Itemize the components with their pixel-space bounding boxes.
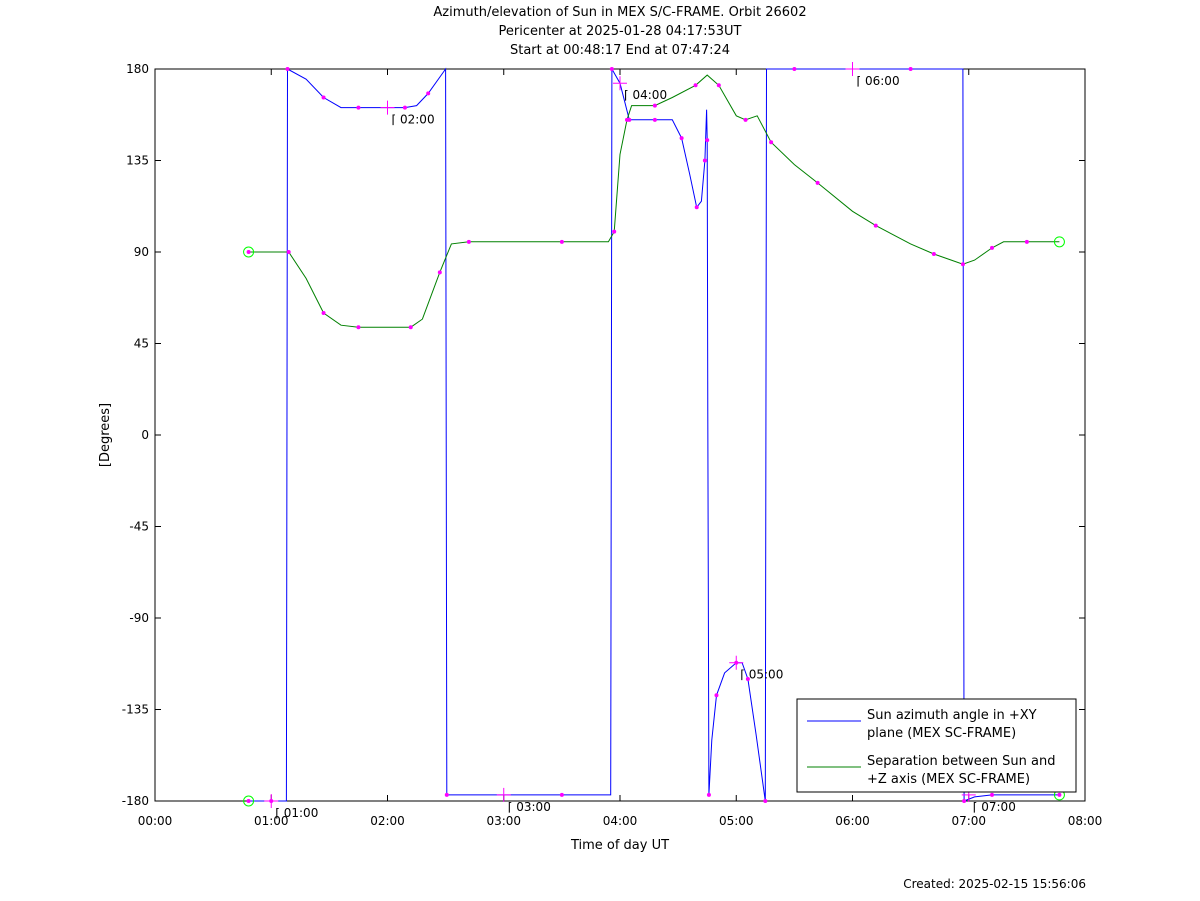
series-marker: [908, 67, 913, 71]
y-axis-label: [Degrees]: [98, 403, 113, 467]
series-marker: [763, 799, 768, 803]
series-marker: [466, 239, 471, 244]
series-marker: [652, 103, 657, 108]
hour-label: ⌈ 05:00: [740, 668, 783, 682]
series-marker: [652, 117, 657, 122]
series-marker: [321, 311, 326, 315]
x-tick-label: 06:00: [835, 814, 870, 828]
series-marker: [706, 792, 711, 797]
series-marker: [356, 105, 361, 110]
series-marker: [612, 229, 617, 234]
series-marker: [408, 325, 413, 330]
y-tick-label: -135: [122, 703, 149, 717]
series-marker: [437, 270, 442, 275]
hour-label: ⌈ 06:00: [857, 74, 900, 88]
series-marker: [559, 239, 564, 244]
hour-label: ⌈ 07:00: [973, 800, 1016, 814]
chart-title-line-1: Azimuth/elevation of Sun in MEX S/C-FRAM…: [433, 5, 807, 20]
azimuth-series-line: [248, 67, 1060, 802]
y-tick-label: 135: [126, 154, 149, 168]
y-tick-label: -90: [129, 611, 149, 625]
hour-label: ⌈ 03:00: [508, 800, 551, 814]
series-marker: [426, 91, 431, 96]
x-tick-label: 08:00: [1068, 814, 1103, 828]
hour-label: ⌈ 01:00: [275, 806, 318, 820]
series-marker: [792, 67, 797, 71]
y-tick-label: -180: [122, 794, 149, 808]
series-marker: [769, 140, 774, 145]
series-marker: [246, 250, 251, 254]
series-marker: [960, 262, 965, 267]
series-marker: [990, 245, 994, 250]
series-marker: [286, 250, 291, 254]
created-timestamp: Created: 2025-02-15 15:56:06: [903, 877, 1086, 891]
series-marker: [931, 252, 936, 257]
legend-entry-line-1: Sun azimuth angle in +XY: [867, 708, 1037, 723]
series-marker: [714, 693, 719, 698]
series-marker: [246, 799, 251, 803]
legend-box: [796, 698, 1077, 793]
y-tick-label: 180: [126, 62, 149, 76]
chart-title-line-2: Pericenter at 2025-01-28 04:17:53UT: [498, 24, 742, 39]
x-axis-label: Time of day UT: [570, 838, 669, 853]
series-marker: [815, 180, 820, 185]
hour-label: ⌈ 02:00: [392, 113, 435, 127]
hour-label: ⌈ 04:00: [624, 88, 667, 102]
chart-title-line-3: Start at 00:48:17 End at 07:47:24: [509, 43, 731, 58]
y-tick-label: -45: [129, 520, 149, 534]
x-tick-label: 04:00: [603, 814, 638, 828]
series-marker: [743, 117, 748, 122]
separation-series-line: [248, 74, 1060, 328]
series-marker: [694, 205, 699, 210]
x-tick-label: 02:00: [370, 814, 405, 828]
x-tick-label: 00:00: [138, 814, 173, 828]
series-marker: [402, 105, 407, 110]
series-marker: [679, 136, 684, 141]
series-marker: [693, 83, 698, 88]
series-marker: [745, 677, 750, 681]
x-tick-label: 01:00: [254, 814, 289, 828]
series-marker: [962, 799, 967, 803]
series-endpoint: [243, 246, 255, 258]
x-tick-label: 07:00: [951, 814, 986, 828]
series-endpoint: [1053, 236, 1065, 248]
series-marker: [609, 67, 614, 71]
series-marker: [321, 95, 326, 100]
series-marker: [624, 117, 629, 122]
series-marker: [1024, 239, 1029, 244]
y-tick-label: 45: [134, 337, 149, 351]
series-marker: [702, 158, 707, 163]
legend-entry-line-1: Separation between Sun and: [867, 754, 1055, 769]
x-tick-label: 05:00: [719, 814, 754, 828]
legend-entry-line-2: +Z axis (MEX SC-FRAME): [867, 772, 1030, 787]
plot-frame: [154, 68, 1086, 802]
legend-entry-line-2: plane (MEX SC-FRAME): [867, 726, 1016, 741]
series-marker: [285, 67, 290, 71]
series-marker: [559, 792, 564, 797]
series-marker: [716, 83, 721, 88]
y-tick-label: 0: [141, 428, 149, 442]
series-endpoint: [243, 795, 255, 807]
x-tick-label: 03:00: [486, 814, 521, 828]
series-marker: [705, 138, 710, 143]
series-marker: [873, 223, 878, 228]
series-marker: [1057, 792, 1062, 797]
y-tick-label: 90: [134, 245, 149, 259]
series-marker: [356, 325, 361, 330]
series-marker: [990, 792, 994, 797]
series-marker: [444, 792, 449, 797]
